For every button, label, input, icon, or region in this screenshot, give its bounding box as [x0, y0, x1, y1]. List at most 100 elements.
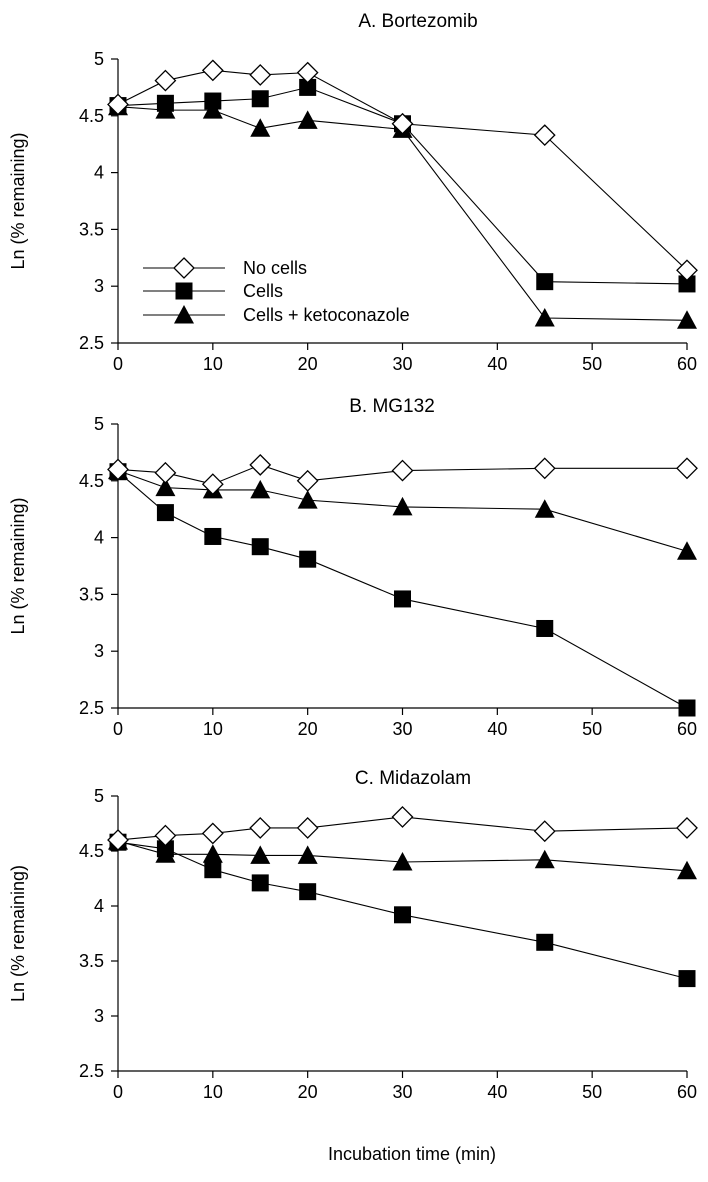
data-point-square [678, 275, 696, 293]
y-axis-label: Ln (% remaining) [8, 132, 28, 269]
data-point-square [299, 883, 317, 901]
data-point-triangle [250, 118, 271, 137]
data-point-diamond [201, 59, 224, 82]
legend-label: Cells [243, 281, 283, 301]
data-point-triangle [392, 496, 413, 516]
data-point-square [299, 78, 317, 96]
data-point-diamond [296, 469, 319, 492]
data-point-square [536, 933, 554, 951]
data-point-square [678, 970, 696, 988]
x-tick-label: 30 [392, 719, 412, 739]
data-point-square [204, 861, 222, 879]
data-point-square [156, 840, 174, 858]
y-tick-label: 3.5 [79, 951, 104, 971]
data-point-diamond [107, 93, 129, 116]
x-tick-label: 30 [392, 1082, 412, 1102]
data-point-diamond [676, 457, 698, 480]
data-point-triangle [534, 308, 555, 327]
legend-marker-triangle [174, 305, 194, 324]
y-tick-label: 2.5 [79, 333, 104, 353]
y-tick-label: 4.5 [79, 106, 104, 126]
data-point-triangle [534, 499, 555, 518]
data-point-square [536, 273, 554, 291]
data-point-diamond [107, 829, 129, 851]
y-tick-label: 4 [94, 528, 104, 548]
data-point-square [156, 504, 174, 522]
data-point-square [204, 527, 222, 545]
x-tick-label: 40 [487, 354, 507, 374]
data-point-diamond [533, 457, 556, 480]
panel-title: A. Bortezomib [358, 11, 477, 32]
y-tick-label: 3 [94, 276, 104, 296]
y-tick-label: 4.5 [79, 471, 104, 491]
x-tick-label: 60 [677, 1082, 697, 1102]
y-tick-label: 3.5 [79, 584, 104, 604]
data-point-diamond [391, 112, 414, 135]
data-point-diamond [676, 259, 698, 282]
data-point-square [299, 550, 317, 568]
data-point-diamond [391, 459, 414, 482]
data-point-square [678, 699, 696, 717]
y-tick-label: 2.5 [79, 1061, 104, 1081]
y-tick-label: 3 [94, 1006, 104, 1026]
y-tick-label: 3.5 [79, 219, 104, 239]
data-point-triangle [677, 310, 697, 329]
x-tick-label: 0 [113, 354, 123, 374]
data-point-diamond [533, 124, 556, 147]
data-point-triangle [250, 479, 271, 499]
x-tick-label: 20 [298, 719, 318, 739]
y-tick-label: 4 [94, 896, 104, 916]
data-point-square [156, 94, 174, 112]
data-point-diamond [533, 820, 556, 843]
panel-title: C. Midazolam [355, 768, 471, 789]
series-line-cells-ketoconazole [117, 106, 688, 321]
data-point-square [394, 906, 411, 924]
legend-marker-diamond [173, 257, 195, 279]
x-tick-label: 60 [677, 354, 697, 374]
data-point-diamond [249, 453, 272, 476]
panel-title: B. MG132 [349, 396, 435, 417]
data-point-diamond [154, 69, 177, 92]
x-tick-label: 40 [487, 1082, 507, 1102]
x-tick-label: 20 [298, 354, 318, 374]
data-point-triangle [534, 849, 555, 869]
series-line-no-cells [117, 69, 688, 271]
data-point-diamond [154, 461, 177, 484]
data-point-triangle [297, 845, 318, 864]
y-tick-label: 5 [94, 414, 104, 434]
series-line-cells-ketoconazole [117, 470, 688, 552]
x-tick-label: 10 [203, 354, 223, 374]
data-point-triangle [155, 477, 176, 497]
data-point-square [204, 92, 222, 110]
data-point-diamond [154, 824, 177, 847]
data-point-square [394, 590, 411, 608]
y-axis-label: Ln (% remaining) [8, 497, 28, 634]
x-tick-label: 20 [298, 1082, 318, 1102]
x-tick-label: 40 [487, 719, 507, 739]
data-point-triangle [202, 844, 223, 863]
y-tick-label: 5 [94, 786, 104, 806]
x-tick-label: 10 [203, 719, 223, 739]
x-tick-label: 0 [113, 719, 123, 739]
y-tick-label: 5 [94, 49, 104, 69]
legend-marker-square [175, 282, 193, 300]
data-point-triangle [297, 110, 318, 129]
x-tick-label: 50 [582, 719, 602, 739]
data-point-diamond [249, 816, 272, 839]
y-tick-label: 3 [94, 641, 104, 661]
data-point-diamond [249, 63, 272, 86]
x-tick-label: 50 [582, 354, 602, 374]
data-point-triangle [677, 541, 697, 560]
y-tick-label: 4 [94, 163, 104, 183]
y-axis-label: Ln (% remaining) [8, 865, 28, 1002]
data-point-diamond [391, 805, 414, 828]
data-point-diamond [296, 816, 319, 839]
data-point-square [536, 619, 554, 637]
x-tick-label: 30 [392, 354, 412, 374]
